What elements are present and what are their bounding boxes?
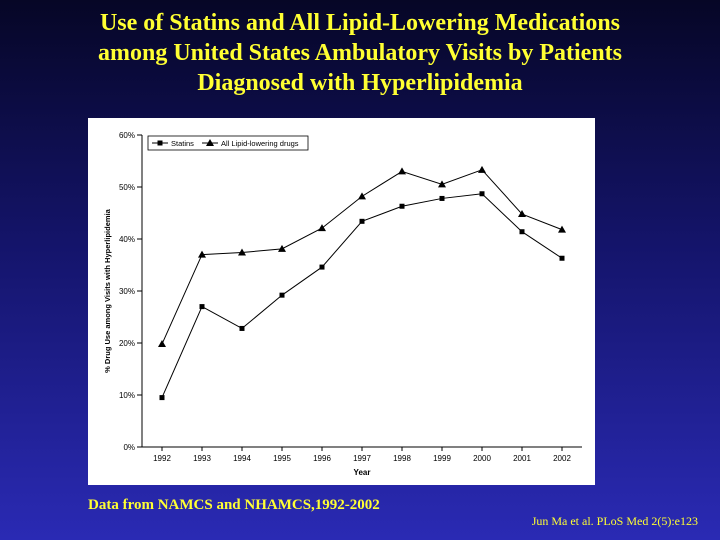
y-tick-label: 10%: [119, 391, 135, 400]
data-point-square: [559, 255, 565, 261]
x-tick-label: 1995: [273, 454, 291, 463]
data-point-triangle: [358, 192, 366, 200]
x-axis-label: Year: [354, 468, 371, 477]
x-tick-label: 1992: [153, 454, 171, 463]
legend-box: [147, 135, 309, 151]
data-point-square: [199, 304, 205, 310]
data-point-triangle: [518, 210, 526, 218]
citation: Jun Ma et al. PLoS Med 2(5):e123: [531, 514, 698, 528]
data-point-triangle: [438, 180, 446, 188]
data-point-square: [319, 264, 325, 270]
y-tick-label: 30%: [119, 287, 135, 296]
data-source-note: Data from NAMCS and NHAMCS,1992-2002: [88, 497, 380, 513]
chart-panel: 0% 10% 20% 30% 40% 50% 60% 1992 1993 1994 1995 1996…: [88, 118, 595, 485]
data-point-triangle: [398, 167, 406, 175]
data-point-square: [439, 195, 445, 201]
data-point-square: [239, 325, 245, 331]
slide-title-line-2: among United States Ambulatory Visits by…: [97, 40, 623, 66]
data-point-square: [159, 395, 165, 401]
data-point-square: [519, 229, 525, 235]
legend-marker-triangle: [206, 139, 214, 146]
x-tick-label: 2001: [513, 454, 531, 463]
data-point-square: [279, 292, 285, 298]
series-line-0: [161, 193, 563, 398]
x-tick-label: 2002: [553, 454, 571, 463]
data-point-triangle: [478, 165, 486, 173]
legend-marker-square: [157, 140, 163, 146]
x-tick-label: 1997: [353, 454, 371, 463]
x-tick-label: 1996: [313, 454, 331, 463]
x-tick-label: 2000: [473, 454, 491, 463]
y-axis-label: % Drug Use among Visits with Hyperlipide…: [103, 208, 112, 372]
x-tick-label: 1994: [233, 454, 251, 463]
x-tick-label: 1993: [193, 454, 211, 463]
slide-title-line-1: Use of Statins and All Lipid-Lowering Me…: [99, 10, 621, 36]
line-chart: 0% 10% 20% 30% 40% 50% 60% 1992 1993 1994 1995 1996…: [103, 131, 582, 477]
x-tick-label: 1998: [393, 454, 411, 463]
data-point-triangle: [158, 340, 166, 348]
y-tick-label: 40%: [119, 235, 135, 244]
y-tick-label: 60%: [119, 131, 135, 140]
data-point-triangle: [318, 224, 326, 232]
legend-label: Statins: [171, 139, 194, 148]
legend-label: All Lipid-lowering drugs: [221, 139, 299, 148]
data-point-square: [479, 191, 485, 197]
x-tick-label: 1999: [433, 454, 451, 463]
data-point-triangle: [238, 248, 246, 256]
slide-title-line-3: Diagnosed with Hyperlipidemia: [197, 70, 523, 96]
data-point-triangle: [558, 225, 566, 233]
slide-title: Use of Statins and All Lipid-Lowering Me…: [0, 8, 720, 98]
data-point-triangle: [278, 244, 286, 252]
data-point-square: [399, 203, 405, 209]
y-tick-label: 20%: [119, 339, 135, 348]
data-point-square: [359, 218, 365, 224]
y-tick-label: 50%: [119, 183, 135, 192]
data-point-triangle: [198, 250, 206, 258]
y-tick-label: 0%: [123, 443, 135, 452]
